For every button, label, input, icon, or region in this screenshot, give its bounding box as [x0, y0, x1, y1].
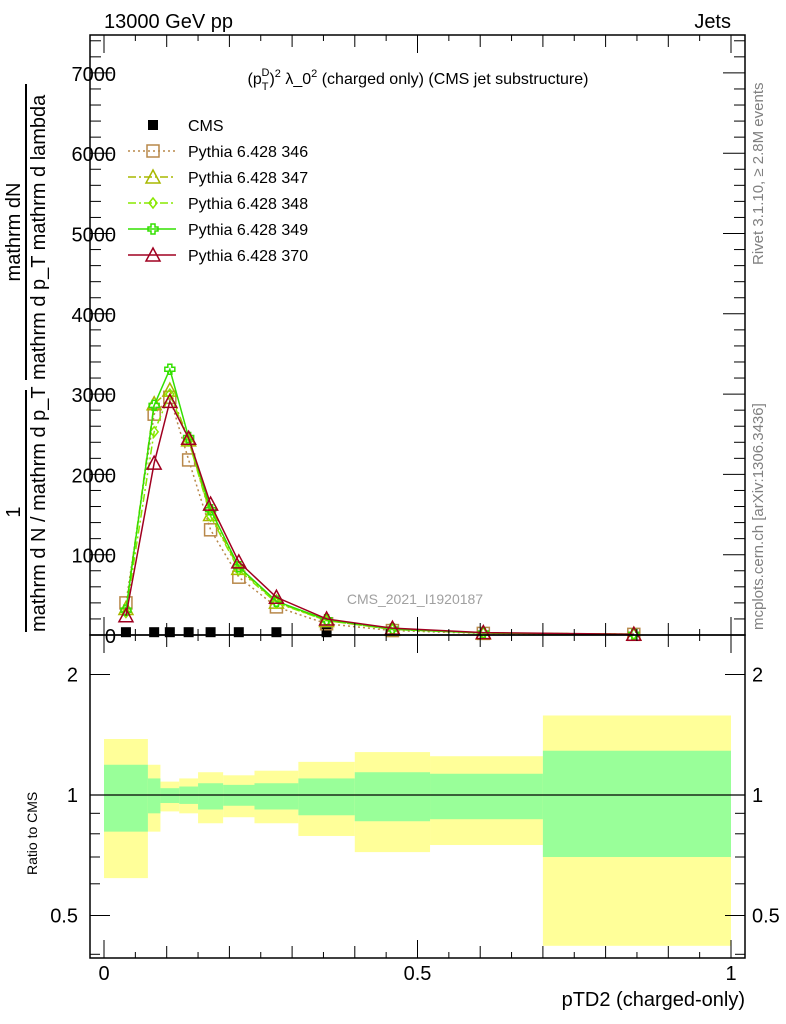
legend-label: Pythia 6.428 349 — [188, 222, 308, 239]
ratio-y-tick-label: 0.5 — [50, 906, 78, 928]
ylabel-line-4: mathrm d N / mathrm d p_T — [28, 386, 50, 632]
header-right: Jets — [694, 11, 731, 33]
plot-title: (pTD)2 λ_02 (charged only) (CMS jet subs… — [248, 67, 589, 93]
data-point — [183, 627, 194, 638]
data-point — [164, 627, 175, 638]
x-axis-label: pTD2 (charged-only) — [562, 989, 745, 1011]
title-sup2: 2 — [275, 68, 281, 80]
stat-band-bin — [147, 778, 161, 814]
ylabel-line-3: 1 — [3, 506, 25, 517]
legend-marker — [144, 168, 162, 184]
data-point — [148, 399, 160, 412]
mcplots-label: mcplots.cern.ch [arXiv:1306.3436] — [750, 403, 767, 630]
legend-item-cms: CMS — [148, 118, 224, 135]
data-point — [268, 588, 285, 605]
header-left: 13000 GeV pp — [104, 11, 233, 33]
legend-label: CMS — [188, 118, 224, 135]
legend-marker — [148, 196, 158, 210]
data-point — [205, 627, 216, 638]
legend-item-pythia-6-428-370: Pythia 6.428 370 — [128, 246, 308, 265]
legend-item-pythia-6-428-348: Pythia 6.428 348 — [128, 196, 308, 213]
ratio-y-tick-label-right: 0.5 — [752, 906, 780, 928]
y-tick-label: 4000 — [72, 305, 117, 327]
legend-marker — [146, 144, 160, 158]
ratio-bands — [90, 715, 745, 946]
data-point — [233, 627, 244, 638]
title-post2: (charged only) (CMS jet substructure) — [317, 71, 588, 88]
legend-item-pythia-6-428-346: Pythia 6.428 346 — [128, 144, 308, 161]
ratio-y-tick-label-right: 2 — [752, 665, 763, 687]
watermark: CMS_2021_I1920187 — [347, 591, 483, 607]
stat-band-bin — [354, 772, 431, 822]
legend-label: Pythia 6.428 347 — [188, 170, 308, 187]
legend-label: Pythia 6.428 348 — [188, 196, 308, 213]
stat-band-bin — [430, 773, 543, 820]
axes: 0 1000 2000 3000 4000 5000 6000 7000 0 0.5 1 0.5 0.5… — [50, 34, 780, 985]
data-point — [149, 627, 160, 638]
data-point — [164, 363, 176, 375]
data-point — [230, 553, 248, 569]
title-sub: T — [262, 81, 269, 93]
stat-band-bin — [198, 783, 224, 810]
legend-label: Pythia 6.428 346 — [188, 144, 308, 161]
y-tick-label: 2000 — [72, 465, 117, 487]
y-tick-label: 6000 — [72, 144, 117, 166]
y-axis-label: mathrm dN mathrm d p_T mathrm d lambda 1… — [3, 84, 50, 632]
stat-band-bin — [254, 783, 299, 810]
y-tick-label: 7000 — [72, 64, 117, 86]
data-point — [180, 429, 197, 446]
ratio-y-tick-label-right: 1 — [752, 785, 763, 807]
legend-marker — [144, 246, 162, 262]
series-line-pythia-6-428-370 — [125, 399, 634, 635]
title-mid: ) — [269, 71, 274, 88]
title-sup1: D — [261, 67, 269, 79]
x-tick-label: 0.5 — [404, 963, 432, 985]
title-post1: λ_0 — [281, 71, 311, 88]
data-point — [120, 627, 131, 638]
legend-marker — [148, 120, 158, 130]
data-point — [384, 619, 401, 635]
series-pythia-6-428-370 — [117, 392, 643, 641]
series-cms — [120, 627, 332, 638]
ylabel-line-1: mathrm dN — [3, 183, 25, 282]
ratio-y-label: Ratio to CMS — [24, 792, 40, 875]
x-tick-label: 0 — [98, 963, 109, 985]
y-tick-label: 0 — [105, 626, 116, 648]
data-point — [145, 454, 163, 470]
data-point — [117, 607, 135, 623]
data-point — [318, 610, 335, 626]
stat-band-bin — [542, 750, 731, 858]
rivet-label: Rivet 3.1.10, ≥ 2.8M events — [750, 83, 767, 266]
legend: CMS Pythia 6.428 346 Pythia 6.428 347 Pythi… — [128, 118, 308, 265]
y-tick-label: 3000 — [72, 385, 117, 407]
legend-marker — [147, 223, 159, 235]
ylabel-line-2: mathrm d p_T mathrm d lambda — [28, 94, 50, 380]
stat-band-bin — [298, 778, 355, 816]
y-tick-label: 5000 — [72, 225, 117, 247]
data-point — [271, 596, 282, 610]
data-point — [161, 392, 179, 409]
data-point — [164, 387, 175, 401]
legend-label: Pythia 6.428 370 — [188, 248, 308, 265]
data-point — [321, 627, 332, 638]
data-point — [202, 495, 219, 511]
data-point — [203, 523, 218, 537]
ratio-y-tick-label: 2 — [67, 665, 78, 687]
x-tick-label: 1 — [725, 963, 736, 985]
title-pre: (p — [248, 71, 262, 88]
data-point — [271, 627, 282, 638]
legend-item-pythia-6-428-347: Pythia 6.428 347 — [128, 168, 308, 187]
data-point — [120, 606, 131, 619]
legend-item-pythia-6-428-349: Pythia 6.428 349 — [128, 222, 308, 239]
ratio-y-tick-label: 1 — [67, 785, 78, 807]
stat-band-bin — [104, 764, 148, 832]
title-sup3: 2 — [311, 68, 317, 80]
y-tick-label: 1000 — [72, 546, 117, 568]
